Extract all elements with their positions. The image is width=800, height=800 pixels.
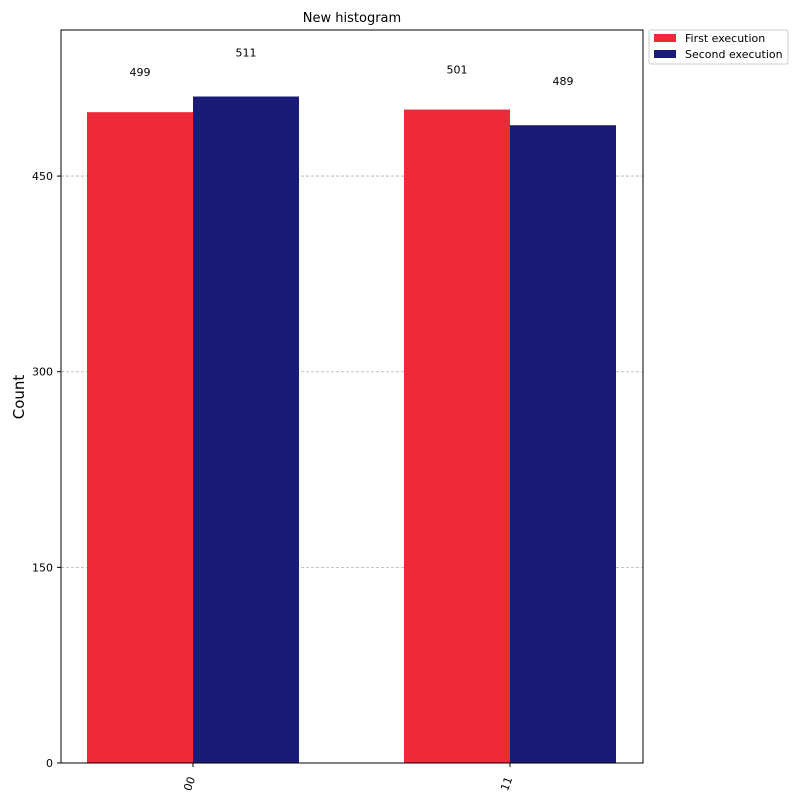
- y-tick-label-0: 0: [46, 757, 53, 770]
- y-axis-label: Count: [10, 375, 28, 420]
- x-tick-label-11: 11: [498, 775, 515, 793]
- data-label-00-series-1: 511: [236, 47, 257, 60]
- bar-00-series-0: [87, 112, 193, 763]
- legend-label-first-execution: First execution: [685, 32, 765, 45]
- bar-00-series-1: [193, 96, 299, 763]
- plot-frame: [60, 29, 644, 764]
- bars: [87, 96, 616, 764]
- chart-title: New histogram: [303, 11, 401, 26]
- y-tick-label-450: 450: [32, 170, 53, 183]
- y-tick-label-300: 300: [32, 366, 53, 379]
- bar-11-series-1: [510, 125, 616, 764]
- x-tick-label-00: 00: [181, 775, 198, 793]
- data-label-11-series-1: 489: [553, 75, 574, 88]
- legend: First execution Second execution: [648, 29, 789, 65]
- bar-11-series-0: [404, 109, 510, 764]
- legend-swatch-second-execution: [654, 50, 676, 58]
- data-label-00-series-0: 499: [130, 66, 151, 79]
- data-labels: 499 511 501 489: [130, 47, 574, 89]
- data-label-11-series-0: 501: [447, 64, 468, 77]
- x-axis: 00 11: [181, 763, 515, 793]
- legend-frame: [648, 29, 789, 65]
- legend-label-second-execution: Second execution: [685, 48, 783, 61]
- y-tick-label-150: 150: [32, 561, 53, 574]
- legend-swatch-first-execution: [654, 34, 676, 42]
- y-axis: 0 150 300 450: [32, 170, 61, 770]
